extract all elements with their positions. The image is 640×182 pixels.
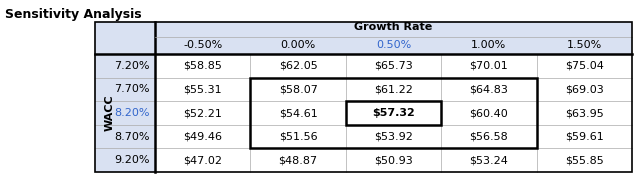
Text: $61.22: $61.22	[374, 84, 413, 94]
Text: $64.83: $64.83	[470, 84, 508, 94]
Bar	[250, 78, 536, 148]
Text: $53.92: $53.92	[374, 132, 413, 142]
Text: $69.03: $69.03	[565, 84, 604, 94]
Text: $60.40: $60.40	[470, 108, 508, 118]
Text: $56.58: $56.58	[470, 132, 508, 142]
Text: 9.20%: 9.20%	[115, 155, 150, 165]
Text: $51.56: $51.56	[279, 132, 317, 142]
Text: $58.85: $58.85	[183, 61, 222, 71]
Text: $47.02: $47.02	[183, 155, 222, 165]
Text: -0.50%: -0.50%	[183, 41, 222, 50]
Text: Growth Rate: Growth Rate	[355, 23, 433, 33]
Text: $65.73: $65.73	[374, 61, 413, 71]
Text: $62.05: $62.05	[279, 61, 317, 71]
Text: $57.32: $57.32	[372, 108, 415, 118]
Bar	[95, 22, 632, 37]
Text: 7.70%: 7.70%	[115, 84, 150, 94]
Text: $52.21: $52.21	[183, 108, 222, 118]
Bar	[95, 54, 155, 172]
Text: 7.20%: 7.20%	[115, 61, 150, 71]
Text: 0.00%: 0.00%	[280, 41, 316, 50]
Text: $55.31: $55.31	[184, 84, 222, 94]
Text: 8.20%: 8.20%	[115, 108, 150, 118]
Text: WACC: WACC	[105, 95, 115, 131]
Text: Sensitivity Analysis: Sensitivity Analysis	[5, 8, 141, 21]
Text: $58.07: $58.07	[278, 84, 317, 94]
Text: 0.50%: 0.50%	[376, 41, 411, 50]
Text: 1.50%: 1.50%	[566, 41, 602, 50]
Text: $53.24: $53.24	[470, 155, 508, 165]
Text: $63.95: $63.95	[565, 108, 604, 118]
Text: $54.61: $54.61	[279, 108, 317, 118]
Text: $55.85: $55.85	[565, 155, 604, 165]
Text: 1.00%: 1.00%	[471, 41, 506, 50]
Text: $70.01: $70.01	[470, 61, 508, 71]
Text: $75.04: $75.04	[565, 61, 604, 71]
Text: $59.61: $59.61	[565, 132, 604, 142]
Text: $49.46: $49.46	[183, 132, 222, 142]
Bar	[95, 37, 632, 54]
Bar	[346, 101, 441, 125]
Text: $48.87: $48.87	[278, 155, 317, 165]
Text: 8.70%: 8.70%	[115, 132, 150, 142]
Bar	[95, 22, 632, 172]
Text: $50.93: $50.93	[374, 155, 413, 165]
